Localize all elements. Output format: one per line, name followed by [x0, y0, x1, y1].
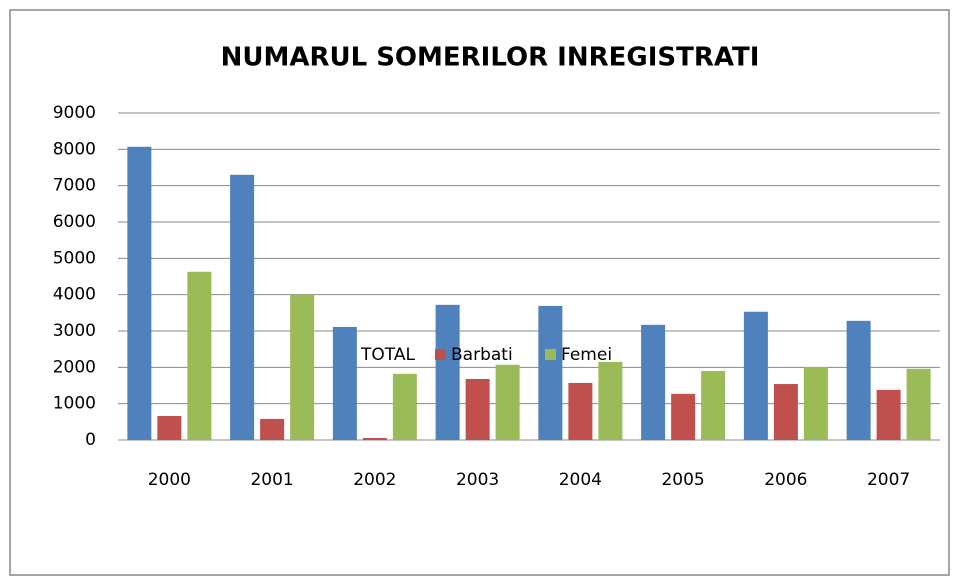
x-tick-label: 2005	[661, 470, 704, 490]
bar	[701, 370, 726, 440]
y-tick-label: 9000	[53, 103, 96, 123]
bar	[568, 382, 593, 440]
x-tick-label: 2003	[456, 470, 499, 490]
bar	[743, 311, 768, 440]
bar	[465, 378, 490, 440]
x-tick-label: 2007	[867, 470, 910, 490]
y-tick-label: 1000	[53, 394, 96, 414]
bar	[876, 389, 901, 440]
legend-label: TOTAL	[360, 345, 415, 365]
legend-label: Femei	[561, 345, 612, 365]
bar	[157, 416, 182, 440]
bar	[598, 361, 623, 440]
y-tick-label: 5000	[53, 248, 96, 268]
bar	[290, 294, 315, 440]
bar	[495, 364, 520, 440]
bar	[332, 327, 357, 440]
y-tick-label: 8000	[53, 139, 96, 159]
bar	[127, 146, 152, 441]
legend-swatch	[345, 349, 356, 360]
bar	[435, 304, 460, 440]
chart-border	[9, 9, 950, 576]
bar	[846, 320, 871, 440]
legend-swatch	[435, 349, 446, 360]
bar	[230, 174, 255, 440]
x-tick-label: 2000	[148, 470, 191, 490]
bar	[641, 324, 666, 440]
bar	[538, 305, 563, 440]
bar	[803, 366, 828, 440]
x-tick-label: 2004	[559, 470, 602, 490]
legend-label: Barbati	[451, 345, 513, 365]
x-tick-label: 2006	[764, 470, 807, 490]
x-tick-label: 2001	[250, 470, 293, 490]
x-tick-label: 2002	[353, 470, 396, 490]
y-tick-label: 7000	[53, 176, 96, 196]
bar	[906, 368, 931, 440]
bar	[260, 418, 285, 440]
bar	[392, 373, 417, 440]
legend-swatch	[545, 349, 556, 360]
y-tick-label: 4000	[53, 285, 96, 305]
y-tick-label: 2000	[53, 357, 96, 377]
y-tick-label: 0	[85, 430, 96, 450]
bar	[671, 393, 696, 440]
y-tick-label: 3000	[53, 321, 96, 341]
bar	[187, 271, 212, 440]
chart-title: NUMARUL SOMERILOR INREGISTRATI	[221, 43, 760, 73]
y-tick-label: 6000	[53, 212, 96, 232]
bar	[773, 384, 798, 440]
bar	[362, 438, 387, 440]
